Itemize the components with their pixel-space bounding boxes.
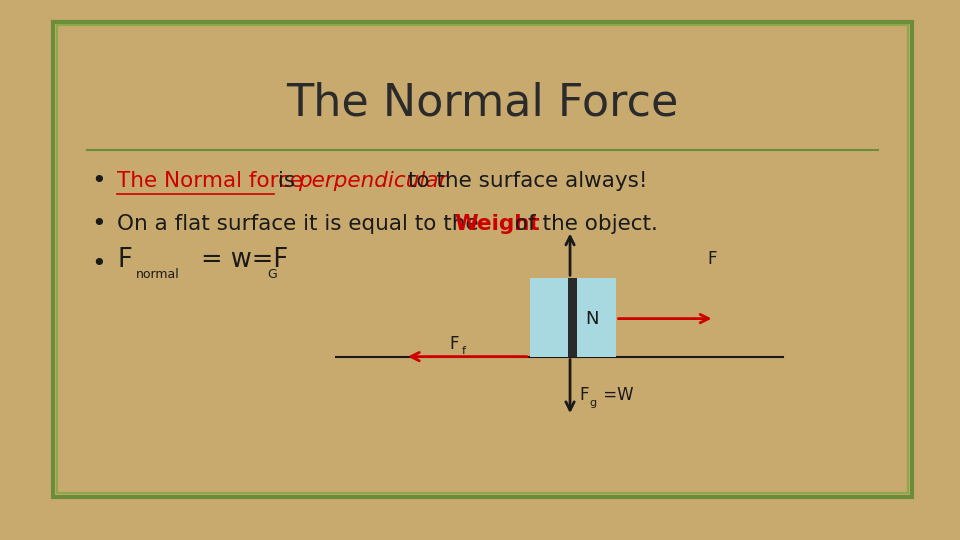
Text: •: • [91, 169, 107, 193]
Text: The Normal Force: The Normal Force [286, 81, 679, 124]
Text: •: • [91, 212, 107, 235]
Text: F: F [708, 250, 717, 268]
Text: The Normal force: The Normal force [117, 171, 310, 191]
Text: F: F [580, 386, 589, 403]
Text: •: • [91, 252, 107, 276]
Text: of the object.: of the object. [508, 213, 658, 234]
Text: is: is [277, 171, 301, 191]
Text: perpendicular: perpendicular [299, 171, 448, 191]
Text: to the surface always!: to the surface always! [400, 171, 647, 191]
Text: G: G [268, 268, 277, 281]
Text: f: f [462, 346, 466, 356]
Text: F: F [449, 335, 459, 353]
Text: =W: =W [597, 386, 634, 403]
Text: g: g [589, 398, 597, 408]
Text: Weight: Weight [454, 213, 540, 234]
Text: = w=F: = w=F [201, 247, 288, 273]
Bar [568, 278, 577, 356]
Text: normal: normal [136, 268, 180, 281]
Text: N: N [585, 309, 598, 328]
Text: On a flat surface it is equal to the: On a flat surface it is equal to the [117, 213, 486, 234]
Text: F: F [117, 247, 132, 273]
Bar [530, 278, 615, 356]
